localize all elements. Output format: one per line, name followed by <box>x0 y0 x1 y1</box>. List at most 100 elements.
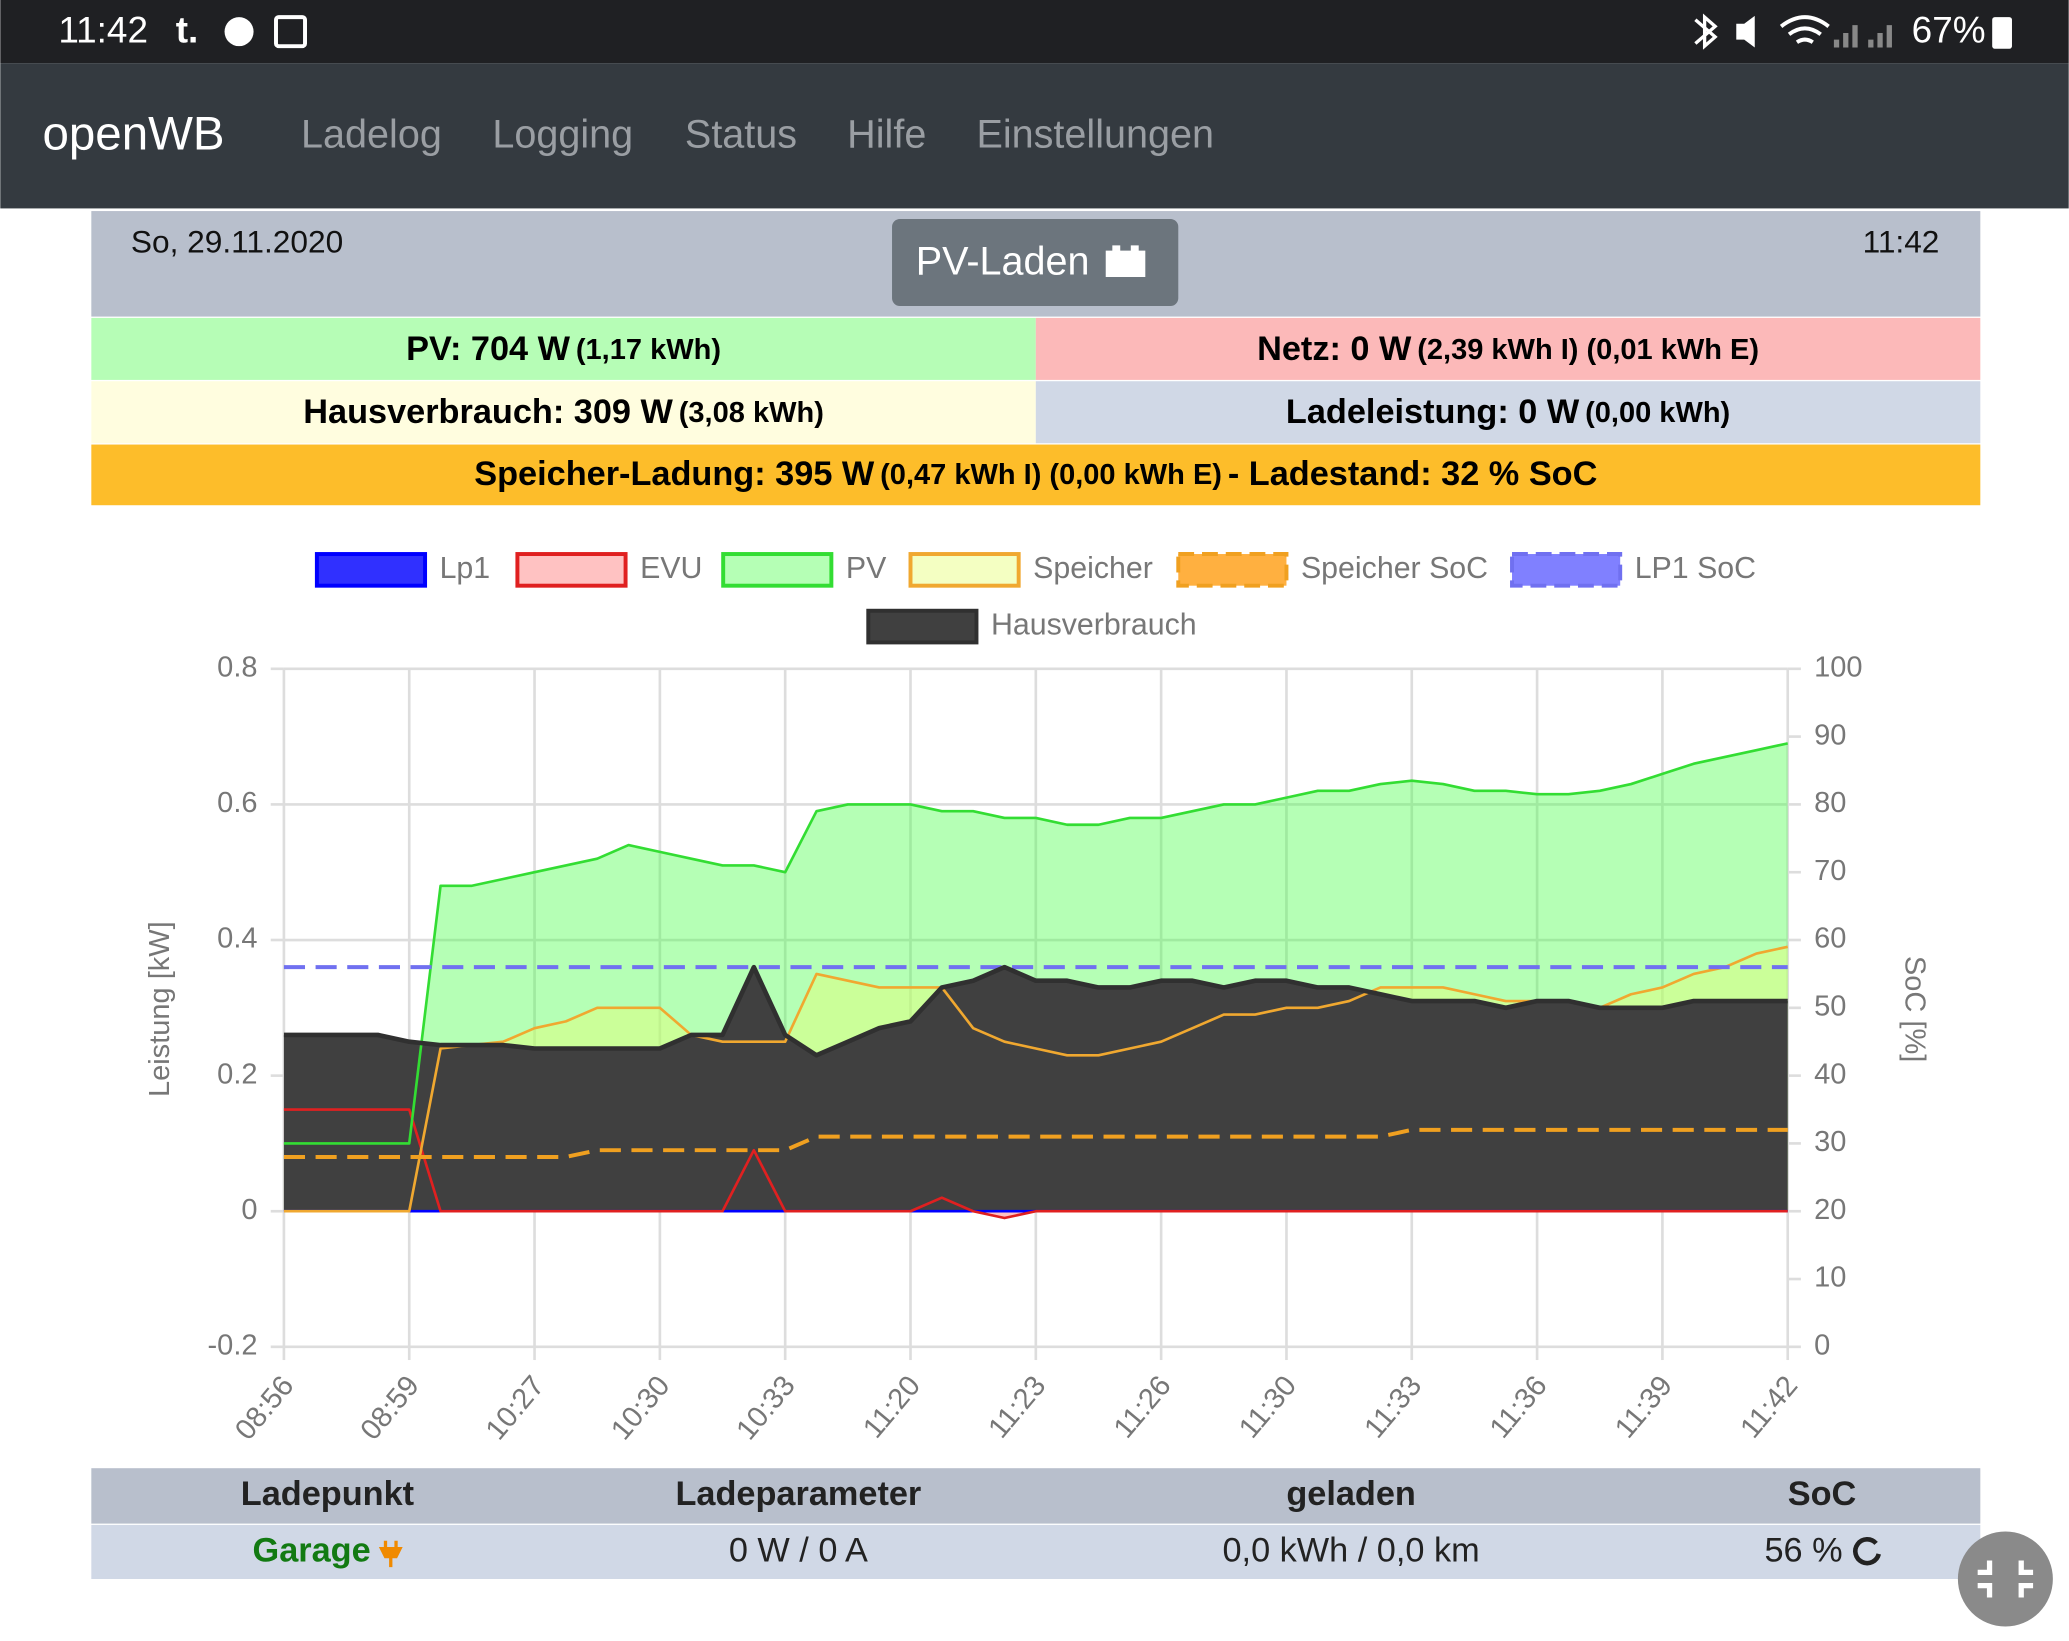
haus-info: Hausverbrauch: 309 W (3,08 kWh) <box>303 393 824 431</box>
y2-tick-label: 50 <box>1814 990 1846 1022</box>
refresh-icon[interactable] <box>1853 1537 1881 1566</box>
clock: 11:42 <box>58 10 148 51</box>
lade-row <box>1035 381 1981 444</box>
netz-row <box>1035 317 1981 380</box>
legend-label[interactable]: Hausverbrauch <box>991 609 1197 642</box>
y-axis-title: Leistung [kW] <box>144 921 176 1097</box>
haus-row <box>91 381 1036 444</box>
y2-tick-label: 90 <box>1814 719 1846 751</box>
legend-swatch[interactable] <box>721 552 834 588</box>
table-row <box>91 1524 1981 1580</box>
y2-tick-label: 80 <box>1814 787 1846 819</box>
speicher-row <box>91 444 1981 506</box>
haus-main: Hausverbrauch: 309 W <box>303 393 673 431</box>
table-header-cell: geladen <box>1286 1475 1416 1513</box>
status-bar <box>0 0 2069 64</box>
legend-swatch[interactable] <box>908 552 1021 588</box>
legend-label[interactable]: EVU <box>640 552 702 585</box>
legend-swatch[interactable] <box>866 608 979 645</box>
table-header <box>91 1468 1981 1524</box>
charge-point-name: Garage <box>253 1532 371 1570</box>
brand[interactable]: openWB <box>43 108 225 161</box>
nav-link[interactable]: Logging <box>492 113 633 157</box>
haus-detail: (3,08 kWh) <box>679 397 824 429</box>
speicher-main: Speicher-Ladung: 395 W <box>474 455 875 493</box>
legend-label[interactable]: LP1 SoC <box>1635 552 1756 585</box>
table-header-cell: Ladepunkt <box>241 1475 414 1513</box>
speicher-info: Speicher-Ladung: 395 W (0,47 kWh I) (0,0… <box>474 455 1597 493</box>
netz-main: Netz: 0 W <box>1257 330 1412 368</box>
legend-label[interactable]: Speicher <box>1033 552 1153 585</box>
app-icon: t. <box>176 10 199 51</box>
navbar <box>0 63 2069 209</box>
table-header-cell: SoC <box>1788 1475 1857 1513</box>
pv-main: PV: 704 W <box>406 330 571 368</box>
y2-tick-label: 20 <box>1814 1194 1846 1226</box>
bluetooth-icon <box>1694 13 1718 50</box>
y2-tick-label: 0 <box>1814 1330 1830 1362</box>
legend-swatch[interactable] <box>1510 552 1623 588</box>
y2-tick-label: 60 <box>1814 923 1846 955</box>
date: So, 29.11.2020 <box>131 223 343 259</box>
speicher-tail: - Ladestand: 32 % SoC <box>1228 455 1598 493</box>
header-time: 11:42 <box>1863 223 1940 259</box>
table: Ladepunkt Ladeparameter geladen SoC Garage 0 … <box>241 1475 1857 1570</box>
legend-label[interactable]: PV <box>846 552 887 585</box>
pv-row <box>91 317 1036 380</box>
chart: -0.200.20.40.60.801020304050607080901000… <box>208 552 1863 1446</box>
y-tick-label: -0.2 <box>208 1330 258 1362</box>
table-cell: 56 % <box>1764 1532 1842 1570</box>
battery-icon <box>1992 17 2012 49</box>
mode-button[interactable] <box>892 218 1179 307</box>
legend-label[interactable]: Speicher SoC <box>1301 552 1488 585</box>
pv-info: PV: 704 W (1,17 kWh) <box>406 330 721 368</box>
nav-links: Ladelog Logging Status Hilfe Einstellungen <box>301 113 1214 157</box>
area <box>283 967 1788 1212</box>
nav-link[interactable]: Hilfe <box>847 113 926 157</box>
nav-link[interactable]: Status <box>685 113 797 157</box>
nav-link[interactable]: Ladelog <box>301 113 442 157</box>
lade-main: Ladeleistung: 0 W <box>1286 393 1580 431</box>
y2-tick-label: 10 <box>1814 1262 1846 1294</box>
fullscreen-button[interactable] <box>1957 1531 2053 1627</box>
y-tick-label: 0.2 <box>217 1058 257 1090</box>
y2-tick-label: 30 <box>1814 1126 1846 1158</box>
netz-info: Netz: 0 W (2,39 kWh I) (0,01 kWh E) <box>1257 330 1759 368</box>
signal-icon <box>1833 25 1892 48</box>
lade-info: Ladeleistung: 0 W (0,00 kWh) <box>1286 393 1730 431</box>
y2-tick-label: 70 <box>1814 855 1846 887</box>
battery-level: 67% <box>1912 10 1986 51</box>
lade-detail: (0,00 kWh) <box>1585 397 1730 429</box>
table-cell: 0,0 kWh / 0,0 km <box>1222 1532 1479 1570</box>
nav-link[interactable]: Einstellungen <box>976 113 1214 157</box>
line <box>283 742 1789 1145</box>
wifi-icon <box>1779 15 1830 44</box>
legend-label[interactable]: Lp1 <box>440 552 491 585</box>
fullscreen-icon <box>1977 1560 2034 1598</box>
line <box>283 964 1788 1058</box>
battery-mode-icon <box>1105 245 1146 278</box>
y-tick-label: 0.8 <box>217 651 257 683</box>
y2-tick-label: 40 <box>1814 1058 1846 1090</box>
y-tick-label: 0.4 <box>217 923 257 955</box>
netz-detail: (2,39 kWh I) (0,01 kWh E) <box>1417 334 1759 366</box>
y-tick-label: 0.6 <box>217 787 257 819</box>
image-icon <box>274 15 307 49</box>
y2-tick-label: 100 <box>1814 651 1862 683</box>
plug-icon <box>378 1540 403 1568</box>
legend-swatch[interactable] <box>1176 552 1289 588</box>
mute-icon <box>1736 15 1755 48</box>
legend-swatch[interactable] <box>314 552 428 588</box>
y2-axis-title: SoC [%] <box>1898 956 1930 1062</box>
mode-label[interactable]: PV-Laden <box>916 239 1090 283</box>
legend-swatch[interactable] <box>515 552 628 588</box>
facebook-icon <box>224 17 254 47</box>
y-tick-label: 0 <box>241 1194 257 1226</box>
pv-detail: (1,17 kWh) <box>576 334 721 366</box>
line <box>283 1108 1788 1220</box>
speicher-detail: (0,47 kWh I) (0,00 kWh E) <box>880 459 1222 491</box>
table-cell: 0 W / 0 A <box>729 1532 868 1570</box>
table-header-cell: Ladeparameter <box>675 1475 921 1513</box>
